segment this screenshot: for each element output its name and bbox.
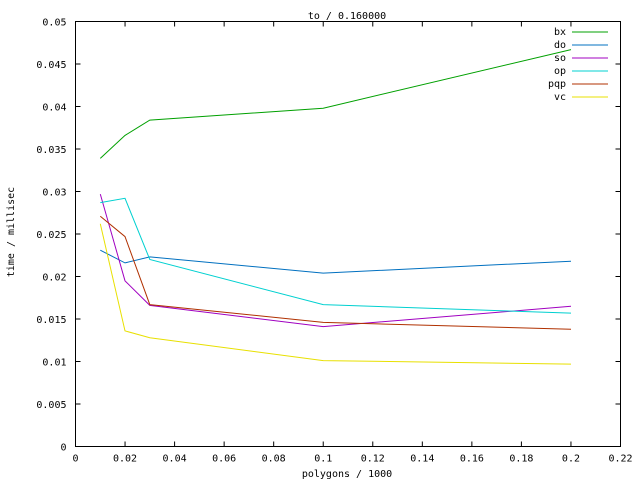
legend: bx do so op pqp vc [548,27,608,103]
x-tick-label: 0.2 [562,454,580,465]
x-tick-label: 0 [72,454,78,465]
x-tick-label: 0.22 [608,454,632,465]
y-tick-label: 0.01 [42,358,66,369]
legend-label-do: do [554,40,566,51]
y-tick-label: 0 [60,443,66,454]
x-tick-label: 0.18 [509,454,533,465]
axis-ticks: 0 0.02 0.04 0.06 0.08 0.1 0.12 0.14 0.16 0.18 0.2 0… [36,18,632,465]
series-line-pqp [99,215,572,330]
x-tick-label: 0.02 [113,454,137,465]
x-tick-label: 0.14 [410,454,434,465]
legend-label-bx: bx [554,27,566,38]
legend-label-op: op [554,66,566,77]
x-tick-label: 0.12 [361,454,385,465]
x-tick-label: 0.1 [314,454,332,465]
series-line-op [100,197,572,314]
y-tick-label: 0.04 [42,103,66,114]
series-line-do [100,249,572,274]
y-tick-label: 0.015 [36,315,66,326]
plot-frame [75,21,621,447]
series-layer [99,49,572,365]
legend-label-pqp: pqp [548,79,566,90]
legend-label-vc: vc [554,92,566,103]
series-line-vc [99,223,572,365]
x-tick-label: 0.16 [460,454,484,465]
x-axis-label: polygons / 1000 [302,469,392,480]
chart-title: to / 0.160000 [308,11,386,22]
y-tick-label: 0.02 [42,273,66,284]
x-tick-label: 0.08 [262,454,286,465]
y-tick-label: 0.045 [36,60,66,71]
y-axis-label: time / millisec [6,187,17,277]
series-line-so [99,193,572,328]
y-tick-label: 0.025 [36,230,66,241]
legend-label-so: so [554,53,566,64]
y-tick-label: 0.03 [42,188,66,199]
series-line-bx [99,49,572,159]
x-tick-label: 0.04 [163,454,187,465]
y-tick-label: 0.035 [36,145,66,156]
y-tick-label: 0.05 [42,18,66,29]
x-tick-label: 0.06 [212,454,236,465]
y-tick-label: 0.005 [36,400,66,411]
